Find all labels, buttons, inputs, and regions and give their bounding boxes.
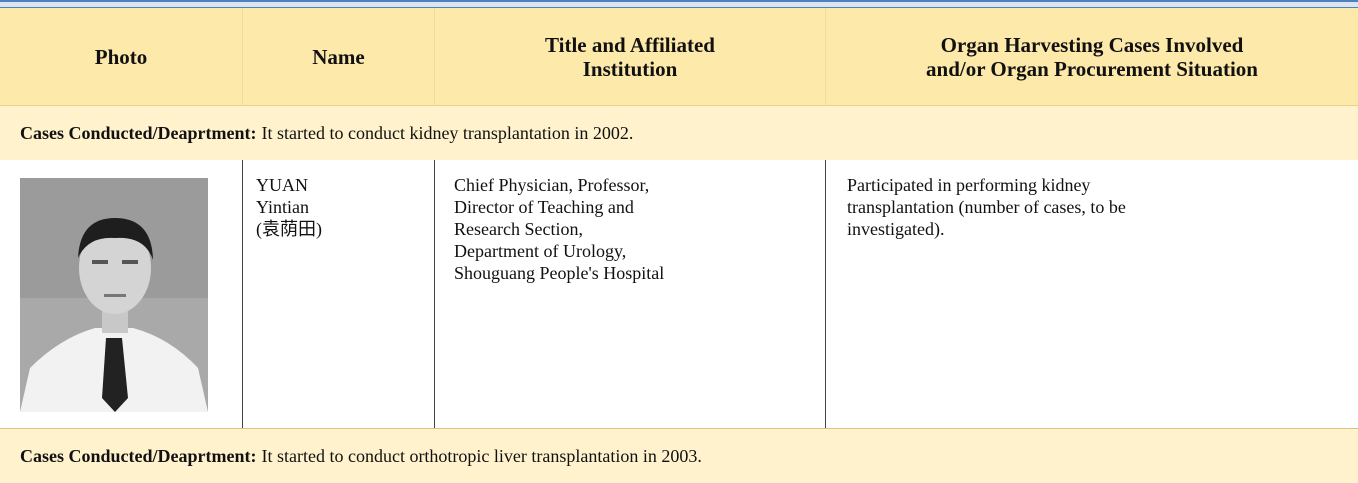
header-cell: Photo xyxy=(0,8,242,105)
top-strip xyxy=(0,0,1358,8)
title-line: Department of Urology, xyxy=(454,241,627,261)
photo xyxy=(20,178,208,412)
section-label: Cases Conducted/Deaprtment: xyxy=(20,122,257,143)
title-line: Chief Physician, Professor, xyxy=(454,175,650,195)
name-cell: YUAN Yintian (袁荫田) xyxy=(242,160,434,428)
header-text: Title and Affiliated xyxy=(545,32,715,57)
section-row: Cases Conducted/Deaprtment: It started t… xyxy=(0,428,1358,483)
name-line: YUAN xyxy=(256,175,308,195)
title-line: Director of Teaching and xyxy=(454,197,634,217)
header-cell: Organ Harvesting Cases Involved and/or O… xyxy=(825,8,1358,105)
cases-line: Participated in performing kidney xyxy=(847,175,1091,195)
title-cell: Chief Physician, Professor, Director of … xyxy=(434,160,825,428)
name-line: (袁荫田) xyxy=(256,219,322,239)
title-line: Research Section, xyxy=(454,219,583,239)
section-label: Cases Conducted/Deaprtment: xyxy=(20,445,257,466)
section-row: Cases Conducted/Deaprtment: It started t… xyxy=(0,105,1358,160)
header-text: and/or Organ Procurement Situation xyxy=(926,56,1258,81)
header-text: Photo xyxy=(94,44,148,69)
header-text: Institution xyxy=(582,56,678,81)
column-divider xyxy=(825,160,826,428)
header-text: Organ Harvesting Cases Involved xyxy=(940,32,1244,57)
title-line: Shouguang People's Hospital xyxy=(454,263,665,283)
name-line: Yintian xyxy=(256,197,309,217)
section-text: It started to conduct kidney transplanta… xyxy=(261,122,634,143)
cases-line: investigated). xyxy=(847,219,945,239)
column-divider xyxy=(242,160,243,428)
header-text: Name xyxy=(312,44,365,69)
header-cell: Name xyxy=(242,8,434,105)
header-cell: Title and Affiliated Institution xyxy=(434,8,825,105)
column-divider xyxy=(434,160,435,428)
cases-line: transplantation (number of cases, to be xyxy=(847,197,1126,217)
cases-cell: Participated in performing kidney transp… xyxy=(825,160,1358,428)
section-text: It started to conduct orthotropic liver … xyxy=(261,445,702,466)
